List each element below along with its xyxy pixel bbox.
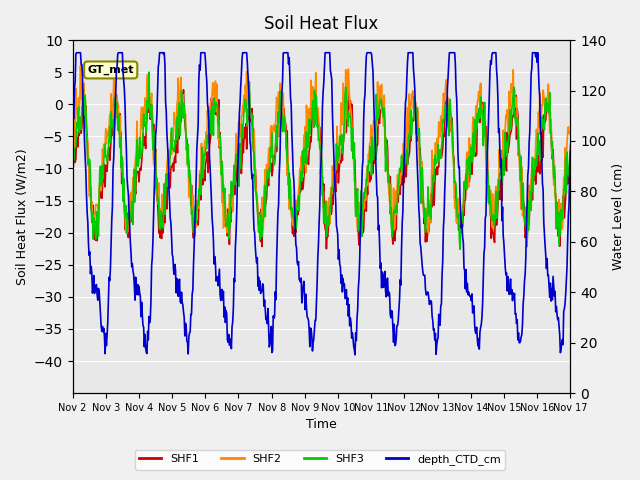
depth_CTD_cm: [566, 148, 574, 154]
depth_CTD_cm: [68, 148, 76, 154]
SHF2: [235, 119, 243, 125]
SHF2: [464, 175, 472, 181]
SHF1: [566, 179, 574, 185]
SHF3: [145, 69, 153, 75]
Title: Soil Heat Flux: Soil Heat Flux: [264, 15, 379, 33]
depth_CTD_cm: [292, 242, 300, 248]
SHF1: [360, 206, 368, 212]
depth_CTD_cm: [234, 160, 242, 166]
SHF1: [68, 161, 76, 167]
X-axis label: Time: Time: [306, 419, 337, 432]
SHF2: [90, 230, 97, 236]
Line: SHF1: SHF1: [72, 85, 570, 249]
Legend: SHF1, SHF2, SHF3, depth_CTD_cm: SHF1, SHF2, SHF3, depth_CTD_cm: [135, 450, 505, 469]
Line: SHF2: SHF2: [72, 66, 570, 233]
depth_CTD_cm: [351, 352, 359, 358]
SHF3: [387, 211, 394, 217]
depth_CTD_cm: [73, 50, 81, 56]
SHF3: [360, 196, 368, 202]
SHF1: [323, 246, 330, 252]
SHF2: [292, 203, 300, 208]
SHF3: [292, 227, 300, 232]
SHF3: [68, 144, 76, 150]
SHF2: [566, 131, 574, 136]
SHF3: [164, 184, 172, 190]
depth_CTD_cm: [361, 92, 369, 97]
Line: SHF3: SHF3: [72, 72, 570, 249]
SHF1: [164, 183, 172, 189]
SHF3: [456, 246, 464, 252]
SHF2: [165, 151, 173, 156]
Y-axis label: Water Level (cm): Water Level (cm): [612, 163, 625, 270]
SHF3: [566, 143, 574, 148]
SHF1: [387, 174, 394, 180]
SHF2: [387, 181, 395, 187]
SHF3: [234, 143, 242, 149]
depth_CTD_cm: [464, 292, 472, 298]
Line: depth_CTD_cm: depth_CTD_cm: [72, 53, 570, 355]
SHF1: [234, 152, 241, 157]
SHF1: [463, 168, 471, 174]
depth_CTD_cm: [164, 157, 172, 163]
SHF1: [291, 226, 299, 232]
Y-axis label: Soil Heat Flux (W/m2): Soil Heat Flux (W/m2): [15, 148, 28, 285]
SHF2: [77, 63, 84, 69]
Text: GT_met: GT_met: [88, 65, 134, 75]
SHF2: [68, 150, 76, 156]
SHF2: [361, 185, 369, 191]
SHF3: [464, 166, 472, 172]
depth_CTD_cm: [387, 315, 395, 321]
SHF1: [477, 82, 484, 88]
